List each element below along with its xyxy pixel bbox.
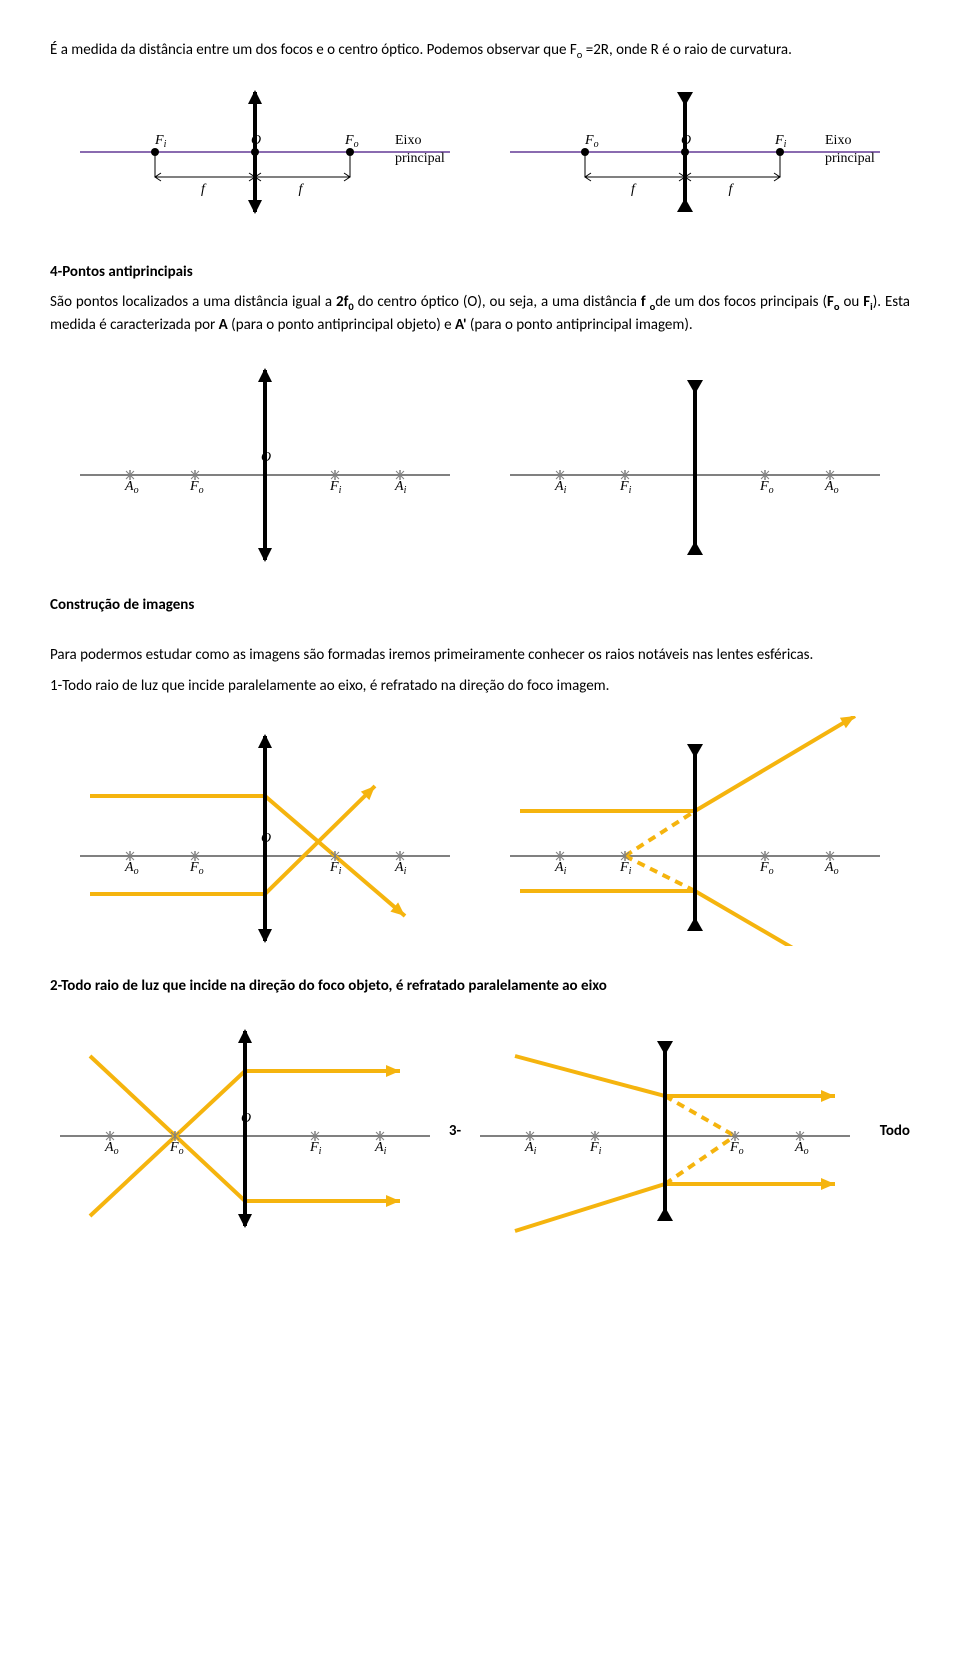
svg-text:Fi: Fi [619,860,632,877]
ray2-left-cell: AoFoFiAiO [50,1016,440,1246]
svg-text:Fi: Fi [774,133,787,150]
s4-b3: Fo [827,293,840,311]
construcao-title: Construção de imagens [50,595,910,615]
ray2_right-diagram: Ai Fi Fo Ao [475,1016,855,1246]
svg-text:O: O [251,133,261,148]
svg-text:Fo: Fo [344,133,359,150]
construcao-p2: 1-Todo raio de luz que incide paralelame… [50,676,910,696]
intro-text-b: =2R, onde R é o raio de curvatura. [582,41,792,59]
anti-left-cell: O Ao Fo Fi Ai [50,355,480,565]
svg-text:Fi: Fi [329,479,342,496]
svg-text:O: O [241,1111,251,1126]
svg-text:principal: principal [395,151,445,166]
ray2_left-diagram: AoFoFiAiO [55,1016,435,1246]
svg-text:Fo: Fo [189,479,204,496]
s4-t4: ou [840,293,864,311]
svg-text:f: f [729,182,735,197]
ray1_left-diagram: AoFoFiAiO [75,716,455,946]
s4-t2: do centro óptico (O), ou seja, a uma dis… [354,293,641,311]
focal-left-cell: f f Fi O Fo Eixo principal [50,82,480,232]
svg-text:Fi: Fi [309,1140,322,1157]
svg-text:Eixo: Eixo [825,133,851,148]
svg-text:Fo: Fo [189,860,204,877]
anti-diagram-row: O Ao Fo Fi Ai Ai Fi Fo Ao [50,355,910,565]
s4-t3: de um dos focos principais ( [655,293,827,311]
svg-text:Fo: Fo [584,133,599,150]
svg-text:Ai: Ai [374,1140,387,1157]
floater-todo: Todo [860,1121,910,1141]
s4-t7: (para o ponto antiprincipal imagem). [466,316,692,334]
floater-3: 3- [440,1121,470,1141]
anti-right-cell: Ai Fi Fo Ao [480,355,910,565]
svg-text:Fo: Fo [759,860,774,877]
svg-text:Eixo: Eixo [395,133,421,148]
ray1-diagram-row: Ao Fo Fi Ai O Ai Fi Fo Ao [50,716,910,946]
svg-text:Ai: Ai [524,1140,537,1157]
svg-text:Ao: Ao [824,479,839,496]
svg-text:Ao: Ao [824,860,839,877]
section4-paragraph: São pontos localizados a uma distância i… [50,292,910,334]
intro-paragraph: É a medida da distância entre um dos foc… [50,40,910,62]
svg-text:Ao: Ao [124,479,139,496]
svg-text:O: O [681,133,691,148]
svg-text:Ai: Ai [554,860,567,877]
svg-text:principal: principal [825,151,875,166]
anti_left-diagram: O Ao Fo Fi Ai [75,355,455,565]
focal_left-diagram: f f Fi O Fo Eixo principal [75,82,455,232]
svg-text:f: f [299,182,305,197]
ray1-left-cell: AoFoFiAiO [50,716,480,946]
svg-text:Fo: Fo [729,1140,744,1157]
ray1_right-diagram: Ai Fi Fo Ao [505,716,885,946]
s4-b6: A' [455,316,466,334]
svg-text:Ao: Ao [794,1140,809,1157]
s4-b4: Fi [863,293,872,311]
intro-text-a: É a medida da distância entre um dos foc… [50,41,577,59]
anti_right-diagram: Ai Fi Fo Ao [505,355,885,565]
construcao-p3: 2-Todo raio de luz que incide na direção… [50,976,910,996]
svg-text:f: f [201,182,207,197]
svg-text:Ai: Ai [394,860,407,877]
svg-text:Fi: Fi [154,133,167,150]
s4-b1: 2f0 [336,293,354,311]
s4-b2a: f [641,293,650,311]
svg-text:Ao: Ao [124,860,139,877]
svg-text:Fi: Fi [589,1140,602,1157]
svg-text:Ao: Ao [104,1140,119,1157]
ray2-right-cell: Ai Fi Fo Ao [470,1016,860,1246]
s4-b5: A [219,316,228,334]
svg-text:Ai: Ai [394,479,407,496]
svg-text:Ai: Ai [554,479,567,496]
s4-t1: São pontos localizados a uma distância i… [50,293,336,311]
section4-title: 4-Pontos antiprincipais [50,262,910,282]
svg-text:Fi: Fi [619,479,632,496]
svg-text:Fo: Fo [759,479,774,496]
ray2-diagram-row: Ao Fo Fi Ai O 3- Ai Fi Fo Ao Todo [50,1016,910,1246]
focal-diagram-row: f f Fi O Fo Eixo principal f f Fo O Fi Eixo principa… [50,82,910,232]
s4-b3a: F [827,293,834,311]
s4-t6: (para o ponto antiprincipal objeto) e [228,316,455,334]
ray1-right-cell: Ai Fi Fo Ao [480,716,910,946]
svg-text:O: O [261,831,271,846]
svg-text:f: f [631,182,637,197]
s4-b2: f o [641,293,655,311]
construcao-p1: Para podermos estudar como as imagens sã… [50,645,910,665]
s4-b1a: 2f [336,293,348,311]
focal_right-diagram: f f Fo O Fi Eixo principal [505,82,885,232]
svg-text:O: O [261,450,271,465]
focal-right-cell: f f Fo O Fi Eixo principal [480,82,910,232]
